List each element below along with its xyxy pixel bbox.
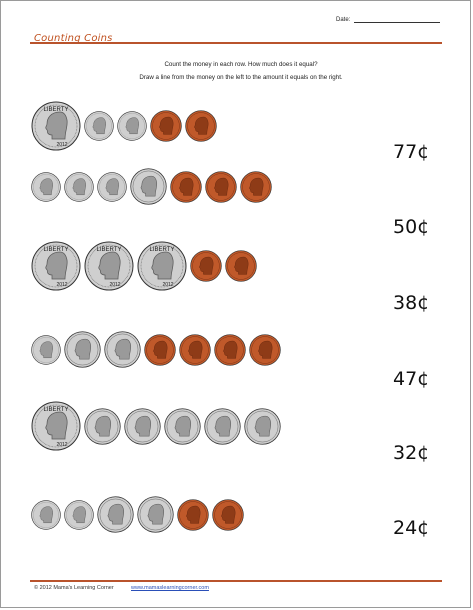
quarter-coin: LIBERTY 2012 <box>137 241 187 291</box>
coin-year-text: 2012 <box>56 142 67 148</box>
coin-liberty-text: LIBERTY <box>97 247 122 253</box>
penny-coin <box>177 498 209 531</box>
coin-liberty-text: LIBERTY <box>44 407 69 413</box>
amount-label[interactable]: 32¢ <box>393 442 430 464</box>
amount-label[interactable]: 24¢ <box>393 517 430 539</box>
coin-row: LIBERTY 2012 LIBERTY 2012 LIBERTY 2012 <box>1 241 472 301</box>
coin-year-text: 2012 <box>56 442 67 448</box>
penny-coin <box>205 170 237 203</box>
title-divider <box>30 42 442 44</box>
date-label: Date: <box>336 17 351 23</box>
coin-row <box>1 331 472 391</box>
penny-coin <box>150 110 182 142</box>
coin-liberty-text: LIBERTY <box>44 247 69 253</box>
coin-row <box>1 168 472 228</box>
penny-coin <box>214 333 246 366</box>
dime-coin <box>97 171 127 202</box>
coin-liberty-text: LIBERTY <box>44 107 69 113</box>
nickel-coin <box>204 407 241 445</box>
amount-label[interactable]: 38¢ <box>393 292 430 314</box>
nickel-coin <box>164 407 201 445</box>
nickel-coin <box>137 496 174 533</box>
dime-coin <box>31 334 61 365</box>
penny-coin <box>212 498 244 531</box>
instruction-line-1: Count the money in each row. How much do… <box>164 61 318 68</box>
nickel-coin <box>104 331 141 368</box>
penny-coin <box>179 333 211 366</box>
dime-coin <box>31 171 61 202</box>
nickel-coin <box>97 496 134 533</box>
amount-label[interactable]: 47¢ <box>393 368 430 390</box>
quarter-coin: LIBERTY 2012 <box>31 101 81 151</box>
coin-row: LIBERTY 2012 <box>1 401 472 461</box>
coin-row <box>1 496 472 556</box>
footer-copyright: © 2012 Mama's Learning Corner <box>34 585 114 591</box>
penny-coin <box>190 250 222 282</box>
nickel-coin <box>84 407 121 445</box>
page-title: Counting Coins <box>34 33 113 44</box>
instruction-line-2: Draw a line from the money on the left t… <box>139 74 343 81</box>
dime-coin <box>31 499 61 530</box>
penny-coin <box>225 250 257 282</box>
nickel-coin <box>64 331 101 368</box>
nickel-coin <box>244 407 281 445</box>
coin-year-text: 2012 <box>109 282 120 288</box>
nickel-coin <box>124 407 161 445</box>
quarter-coin: LIBERTY 2012 <box>84 241 134 291</box>
dime-coin <box>64 171 94 202</box>
dime-coin <box>64 499 94 530</box>
date-field: Date: <box>336 15 441 23</box>
date-line <box>354 15 441 23</box>
coin-year-text: 2012 <box>162 282 173 288</box>
footer-divider <box>30 580 442 582</box>
coin-liberty-text: LIBERTY <box>150 247 175 253</box>
coin-row: LIBERTY 2012 <box>1 101 472 161</box>
penny-coin <box>144 333 176 366</box>
amount-label[interactable]: 50¢ <box>393 216 430 238</box>
quarter-coin: LIBERTY 2012 <box>31 401 81 451</box>
footer-link[interactable]: www.mamaslearningcorner.com <box>131 585 209 591</box>
dime-coin <box>84 111 114 141</box>
penny-coin <box>185 110 217 142</box>
penny-coin <box>240 170 272 203</box>
coin-year-text: 2012 <box>56 282 67 288</box>
penny-coin <box>249 333 281 366</box>
amount-label[interactable]: 77¢ <box>393 141 430 163</box>
quarter-coin: LIBERTY 2012 <box>31 241 81 291</box>
penny-coin <box>170 170 202 203</box>
dime-coin <box>117 111 147 141</box>
nickel-coin <box>130 168 167 205</box>
